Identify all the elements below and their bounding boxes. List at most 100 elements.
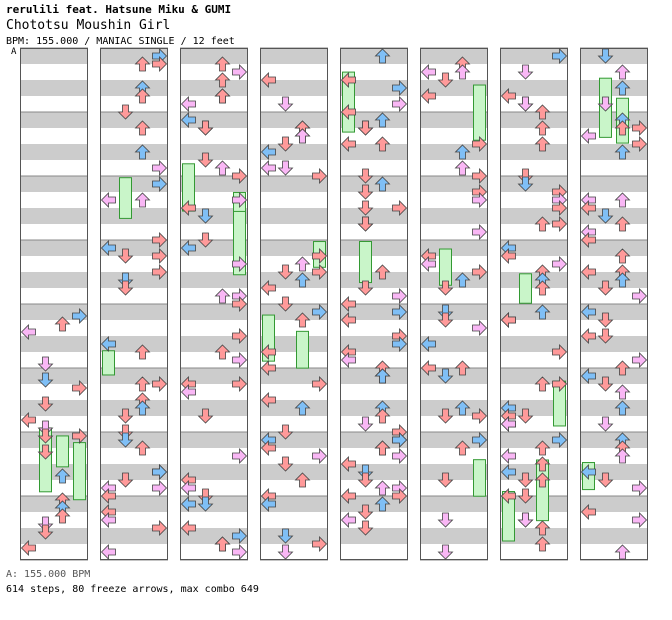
up-arrow-icon (54, 468, 71, 484)
right-arrow-icon (232, 256, 248, 272)
down-arrow-icon (277, 136, 294, 152)
right-arrow-icon (392, 448, 408, 464)
up-arrow-icon (534, 304, 551, 320)
right-arrow-icon (632, 480, 648, 496)
up-arrow-icon (614, 64, 631, 80)
down-arrow-icon (277, 456, 294, 472)
freeze-arrow-icon (439, 248, 452, 286)
right-arrow-icon (152, 160, 168, 176)
right-arrow-icon (552, 376, 568, 392)
right-arrow-icon (312, 376, 328, 392)
down-arrow-icon (357, 200, 374, 216)
down-arrow-icon (437, 472, 454, 488)
down-arrow-icon (117, 280, 134, 296)
freeze-arrow-icon (473, 459, 486, 497)
up-arrow-icon (454, 160, 471, 176)
down-arrow-icon (197, 152, 214, 168)
right-arrow-icon (392, 488, 408, 504)
down-arrow-icon (437, 544, 454, 560)
chart-column (260, 47, 328, 561)
right-arrow-icon (472, 408, 488, 424)
down-arrow-icon (277, 264, 294, 280)
up-arrow-icon (134, 192, 151, 208)
left-arrow-icon (580, 464, 596, 480)
down-arrow-icon (437, 368, 454, 384)
up-arrow-icon (534, 376, 551, 392)
right-arrow-icon (152, 176, 168, 192)
right-arrow-icon (632, 352, 648, 368)
left-arrow-icon (260, 392, 276, 408)
left-arrow-icon (420, 360, 436, 376)
left-arrow-icon (260, 440, 276, 456)
up-arrow-icon (534, 472, 551, 488)
right-arrow-icon (152, 464, 168, 480)
left-arrow-icon (340, 456, 356, 472)
left-arrow-icon (20, 412, 36, 428)
freeze-arrow-icon (102, 350, 115, 376)
down-arrow-icon (197, 496, 214, 512)
down-arrow-icon (277, 96, 294, 112)
right-arrow-icon (392, 96, 408, 112)
left-arrow-icon (580, 504, 596, 520)
down-arrow-icon (357, 520, 374, 536)
down-arrow-icon (437, 312, 454, 328)
up-arrow-icon (134, 440, 151, 456)
down-arrow-icon (597, 96, 614, 112)
freeze-arrow-icon (296, 330, 309, 369)
down-arrow-icon (597, 328, 614, 344)
chart-column (20, 47, 88, 561)
up-arrow-icon (134, 376, 151, 392)
left-arrow-icon (20, 540, 36, 556)
down-arrow-icon (357, 472, 374, 488)
left-arrow-icon (100, 336, 116, 352)
left-arrow-icon (180, 200, 196, 216)
down-arrow-icon (197, 232, 214, 248)
down-arrow-icon (277, 424, 294, 440)
left-arrow-icon (100, 240, 116, 256)
left-arrow-icon (580, 232, 596, 248)
down-arrow-icon (597, 280, 614, 296)
up-arrow-icon (614, 248, 631, 264)
left-arrow-icon (180, 112, 196, 128)
down-arrow-icon (437, 408, 454, 424)
right-arrow-icon (632, 136, 648, 152)
down-arrow-icon (597, 48, 614, 64)
left-arrow-icon (500, 88, 516, 104)
down-arrow-icon (357, 120, 374, 136)
left-arrow-icon (580, 264, 596, 280)
right-arrow-icon (552, 200, 568, 216)
left-arrow-icon (260, 280, 276, 296)
down-arrow-icon (517, 472, 534, 488)
down-arrow-icon (517, 64, 534, 80)
right-arrow-icon (392, 200, 408, 216)
right-arrow-icon (232, 448, 248, 464)
right-arrow-icon (552, 432, 568, 448)
freeze-arrow-icon (342, 71, 355, 133)
right-arrow-icon (312, 248, 328, 264)
up-arrow-icon (134, 344, 151, 360)
right-arrow-icon (232, 528, 248, 544)
up-arrow-icon (214, 536, 231, 552)
up-arrow-icon (614, 384, 631, 400)
left-arrow-icon (260, 160, 276, 176)
up-arrow-icon (534, 536, 551, 552)
left-arrow-icon (580, 328, 596, 344)
up-arrow-icon (374, 368, 391, 384)
left-arrow-icon (340, 312, 356, 328)
right-arrow-icon (152, 480, 168, 496)
up-arrow-icon (214, 72, 231, 88)
right-arrow-icon (232, 168, 248, 184)
down-arrow-icon (37, 420, 54, 436)
left-arrow-icon (420, 336, 436, 352)
up-arrow-icon (294, 272, 311, 288)
chart-column (500, 47, 568, 561)
right-arrow-icon (152, 232, 168, 248)
right-arrow-icon (72, 380, 88, 396)
right-arrow-icon (472, 320, 488, 336)
left-arrow-icon (260, 496, 276, 512)
down-arrow-icon (37, 372, 54, 388)
left-arrow-icon (180, 520, 196, 536)
down-arrow-icon (437, 72, 454, 88)
right-arrow-icon (552, 344, 568, 360)
left-arrow-icon (20, 324, 36, 340)
